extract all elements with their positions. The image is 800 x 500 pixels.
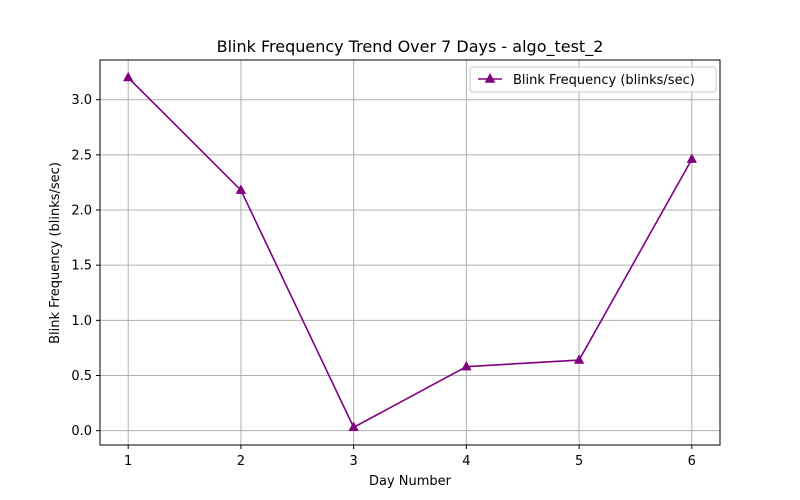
series-line: [127, 77, 693, 429]
data-point-triangle-marker: [235, 184, 247, 194]
legend-box: [469, 66, 717, 93]
plot-area-frame: [99, 59, 721, 446]
series-layer: [123, 71, 697, 431]
data-point-triangle-marker: [348, 421, 359, 431]
x-axis-title: Day Number: [369, 474, 452, 489]
x-tick-label: 4: [462, 454, 470, 469]
grid: [100, 60, 720, 445]
data-point-triangle-marker: [123, 71, 134, 82]
y-tick-label: 0.5: [71, 369, 92, 384]
y-tick-label: 2.0: [71, 204, 92, 219]
y-tick-label: 1.0: [71, 314, 92, 329]
data-point-triangle-marker: [461, 360, 472, 371]
y-tick-label: 0.0: [71, 424, 92, 439]
y-tick-label: 1.5: [71, 259, 92, 274]
chart-title: Blink Frequency Trend Over 7 Days - algo…: [217, 37, 604, 57]
y-axis-ticks: 0.0 0.5 1.0 1.5 2.0 2.5 3.0: [71, 93, 100, 439]
data-point-triangle-marker: [573, 354, 585, 364]
legend: Blink Frequency (blinks/sec): [469, 66, 717, 93]
legend-label: Blink Frequency (blinks/sec): [513, 73, 695, 88]
y-tick-label: 2.5: [71, 148, 92, 163]
x-tick-label: 5: [575, 454, 583, 469]
x-tick-label: 1: [124, 454, 132, 469]
y-tick-label: 3.0: [71, 93, 92, 108]
data-point-triangle-marker: [686, 153, 697, 163]
x-tick-label: 6: [688, 454, 696, 469]
x-tick-label: 2: [237, 454, 245, 469]
y-axis-title: Blink Frequency (blinks/sec): [48, 162, 63, 344]
x-tick-label: 3: [349, 454, 357, 469]
x-axis-ticks: 1 2 3 4 5 6: [124, 445, 696, 469]
legend-triangle-marker-icon: [484, 72, 496, 83]
